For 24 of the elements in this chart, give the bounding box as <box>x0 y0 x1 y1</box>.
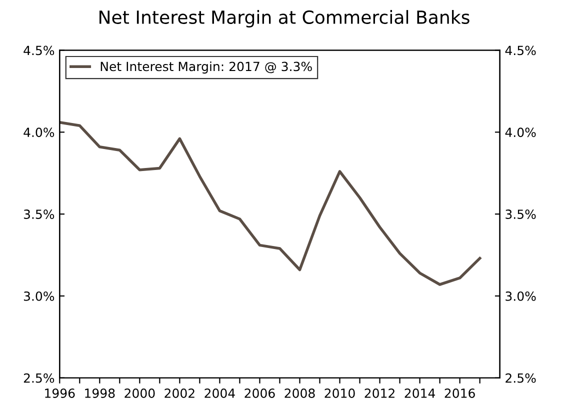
y2-tick-label: 3.5% <box>506 210 536 219</box>
y-tick-label: 3.5% <box>24 210 54 219</box>
x-tick-label: 2006 <box>244 388 275 398</box>
legend-label: Net Interest Margin: 2017 @ 3.3% <box>100 62 312 74</box>
x-tick-label: 1998 <box>85 388 115 398</box>
y2-tick-label: 4.5% <box>505 46 536 56</box>
chart-title: Net Interest Margin at Commercial Banks <box>100 10 470 28</box>
y-tick-label: 4.5% <box>24 46 54 56</box>
x-tick-label: 2016 <box>444 388 475 398</box>
y2-tick-label: 4.0% <box>505 128 536 138</box>
y-tick-label: 2.5% <box>24 373 54 383</box>
x-tick-label: 2004 <box>204 388 235 398</box>
x-tick-label: 2008 <box>284 388 315 398</box>
x-tick-label: 1996 <box>45 388 75 398</box>
y-tick-label: 4.0% <box>24 128 54 138</box>
x-tick-label: 2010 <box>324 388 355 398</box>
x-tick-label: 2014 <box>404 388 436 398</box>
y2-tick-label: 3.0% <box>506 291 536 301</box>
x-tick-label: 2012 <box>364 388 394 398</box>
x-tick-label: 2000 <box>124 388 155 398</box>
y2-tick-label: 2.5% <box>506 373 536 383</box>
y-tick-label: 3.0% <box>24 291 54 301</box>
line-series <box>60 120 482 286</box>
x-tick-label: 2002 <box>164 388 194 398</box>
